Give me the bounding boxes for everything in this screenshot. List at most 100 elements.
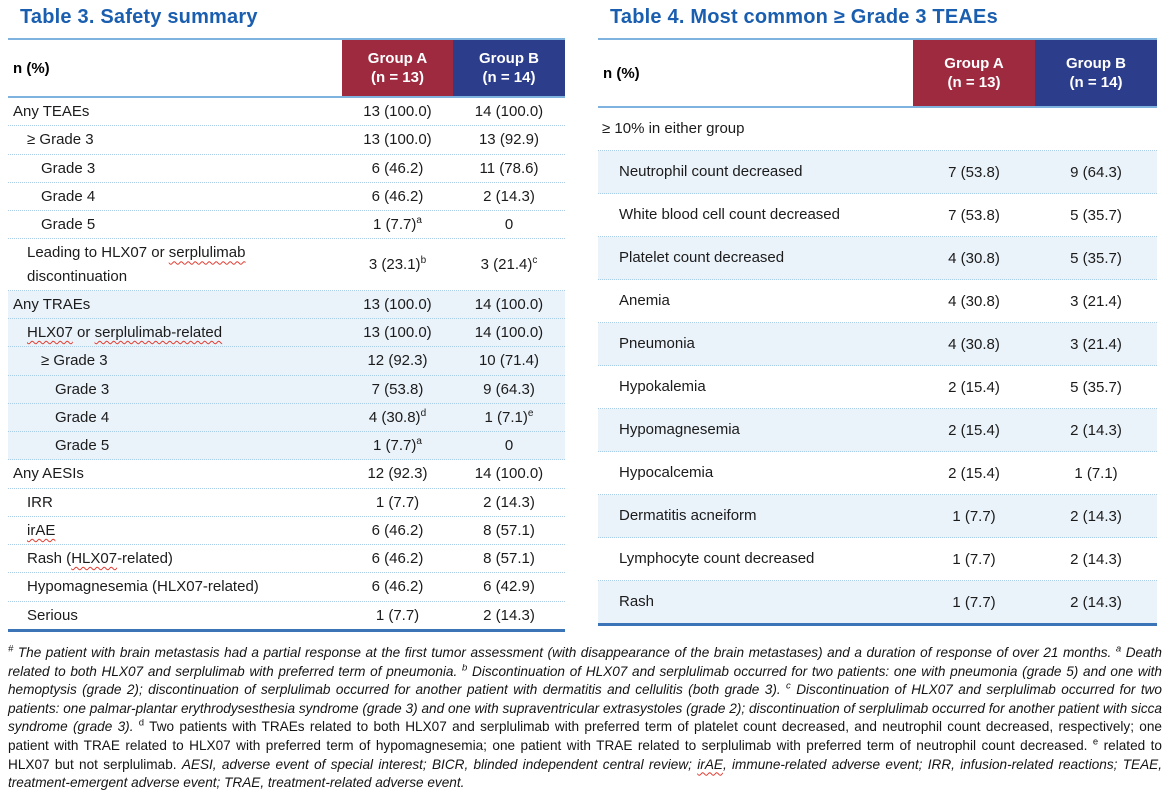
value-cell-group-b: 6 (42.9): [483, 578, 535, 596]
table-row: Grade 5 1 (7.7)a 0: [8, 211, 565, 240]
row-label: Grade 3: [41, 159, 96, 177]
table4-body: ≥ 10% in either group Neutrophil count de…: [598, 108, 1157, 626]
value-cell-group-a: 13 (100.0): [363, 295, 432, 313]
row-label: Anemia: [619, 292, 670, 310]
value-cell-group-b: 11 (78.6): [479, 159, 539, 177]
group-b-n: (n = 14): [482, 69, 536, 86]
value-cell-group-b: 9 (64.3): [483, 380, 535, 398]
value-cell-group-a: 6 (46.2): [371, 550, 424, 568]
value-cell-group-a: 7 (53.8): [948, 163, 1000, 181]
row-label: Grade 5: [41, 216, 96, 233]
group-b-name: Group B: [479, 49, 539, 67]
row-label: Grade 4: [55, 408, 110, 426]
value-cell-group-a: 7 (53.8): [371, 380, 424, 398]
table-row: Anemia 4 (30.8) 3 (21.4): [598, 280, 1157, 323]
table4-title: Table 4. Most common ≥ Grade 3 TEAEs: [610, 6, 998, 28]
value-cell-group-b: 3 (21.4): [1070, 292, 1122, 310]
value-cell-group-b: 1 (7.1)e: [484, 407, 534, 426]
value-cell-group-b: 14 (100.0): [474, 324, 544, 342]
footnote-text: , immune-related adverse event; IRR, inf…: [8, 756, 1162, 791]
footnote-text: Discontinuation of HLX07 and serplulimab…: [8, 682, 1162, 735]
row-label: Any AESIs: [13, 465, 84, 483]
table-row: Grade 5 1 (7.7)a 0: [8, 432, 565, 461]
grade3-teaes-panel: Table 4. Most common ≥ Grade 3 TEAEs n (…: [598, 0, 1157, 626]
value-cell-group-b: 2 (14.3): [483, 493, 535, 511]
row-label: ≥ Grade 3: [27, 131, 94, 149]
row-label: Any TRAEs: [13, 295, 91, 313]
value-cell-group-b: 8 (57.1): [483, 521, 535, 539]
footnote-text: The patient with brain metastasis had a …: [13, 645, 1116, 660]
table4-group-b-header: Group B (n = 14): [1035, 40, 1157, 106]
table-row: Platelet count decreased 4 (30.8) 5 (35.7): [598, 237, 1157, 280]
value-cell-group-a: 1 (7.7): [375, 493, 420, 511]
grade3-teaes-table: n (%) Group A (n = 13) Group B (n = 14) …: [598, 38, 1157, 626]
footnote-superscript: a: [1115, 643, 1122, 655]
value-cell-group-a: 1 (7.7)a: [373, 436, 422, 455]
table3-n-pct-header: n (%): [13, 59, 50, 77]
table4-n-pct-header: n (%): [603, 64, 640, 82]
value-cell-group-b: 2 (14.3): [1070, 593, 1122, 611]
row-label: Lymphocyte count decreased: [619, 550, 815, 568]
value-cell-group-a: 7 (53.8): [948, 206, 1000, 224]
value-cell-group-a: 12 (92.3): [367, 465, 428, 483]
table-row: ≥ Grade 3 12 (92.3) 10 (71.4): [8, 347, 565, 376]
safety-summary-panel: Table 3. Safety summary n (%) Group A (n…: [8, 0, 565, 632]
group-a-n: (n = 13): [371, 69, 424, 86]
value-cell-group-a: 1 (7.7)a: [373, 215, 422, 234]
value-cell-group-a: 6 (46.2): [371, 159, 424, 177]
safety-summary-table: n (%) Group A (n = 13) Group B (n = 14) …: [8, 38, 565, 632]
row-label: Dermatitis acneiform: [619, 507, 757, 525]
table3-body: Any TEAEs 13 (100.0) 14 (100.0) ≥ Grade 3 13…: [8, 98, 565, 632]
value-cell-group-b: 5 (35.7): [1070, 249, 1122, 267]
table-row: Grade 3 6 (46.2) 11 (78.6): [8, 155, 565, 183]
table3-group-a-header: Group A (n = 13): [342, 40, 453, 96]
table-row: Hypocalcemia 2 (15.4) 1 (7.1): [598, 452, 1157, 495]
value-cell-group-b: 10 (71.4): [478, 352, 540, 370]
table-row: Neutrophil count decreased 7 (53.8) 9 (64.…: [598, 151, 1157, 194]
value-cell-group-b: 13 (92.9): [478, 131, 540, 149]
table4-group-a-header: Group A (n = 13): [913, 40, 1035, 106]
value-cell-group-b: 5 (35.7): [1070, 378, 1122, 396]
table-row: ≥ Grade 3 13 (100.0) 13 (92.9): [8, 126, 565, 155]
table-row: HLX07 or serplulimab-related 13 (100.0) 14…: [8, 319, 565, 348]
footnote-superscript: #: [8, 643, 14, 655]
row-label: Hypocalcemia: [619, 464, 714, 482]
row-label: Hypomagnesemia (HLX07-related): [27, 578, 259, 596]
group-b-name: Group B: [1066, 54, 1126, 72]
row-label: Grade 3: [55, 380, 110, 398]
footnote-superscript: d: [138, 717, 145, 729]
row-label: ≥ Grade 3: [41, 352, 108, 370]
footnote-text: AESI, adverse event of special interest;…: [181, 756, 698, 772]
row-label: IRR: [27, 493, 53, 511]
row-label: irAE: [27, 521, 56, 539]
table3-group-b-header: Group B (n = 14): [453, 40, 565, 96]
table-row: Pneumonia 4 (30.8) 3 (21.4): [598, 323, 1157, 366]
row-label: Hypokalemia: [619, 378, 706, 396]
table-row: Any TRAEs 13 (100.0) 14 (100.0): [8, 290, 565, 319]
value-cell-group-a: 2 (15.4): [948, 378, 1000, 396]
value-cell-group-b: 2 (14.3): [1070, 550, 1122, 568]
table-row: Any TEAEs 13 (100.0) 14 (100.0): [8, 98, 565, 127]
value-cell-group-b: 2 (14.3): [483, 187, 535, 205]
row-label: ≥ 10% in either group: [602, 120, 745, 138]
table-row: Dermatitis acneiform 1 (7.7) 2 (14.3): [598, 495, 1157, 538]
footnote-superscript: c: [786, 680, 791, 692]
value-cell-group-a: 6 (46.2): [371, 578, 424, 596]
value-cell-group-b: 2 (14.3): [1070, 507, 1122, 525]
group-b-n: (n = 14): [1069, 74, 1123, 91]
table-row: Any AESIs 12 (92.3) 14 (100.0): [8, 460, 565, 489]
table4-header-row: n (%) Group A (n = 13) Group B (n = 14): [598, 40, 1157, 108]
value-cell-group-b: 0: [504, 216, 514, 234]
value-cell-group-a: 3 (23.1)b: [368, 255, 427, 274]
table-row: IRR 1 (7.7) 2 (14.3): [8, 489, 565, 517]
value-cell-group-a: 1 (7.7): [952, 550, 996, 568]
value-cell-group-b: 0: [504, 437, 514, 455]
value-cell-group-b: 14 (100.0): [474, 103, 544, 121]
row-label: Hypomagnesemia: [619, 421, 740, 439]
value-cell-group-b: 3 (21.4): [1070, 335, 1122, 353]
row-label: Leading to HLX07 or serplulimab disconti…: [27, 244, 246, 285]
value-cell-group-a: 4 (30.8): [948, 292, 1000, 310]
table-row: Hypomagnesemia (HLX07-related) 6 (46.2) 6 …: [8, 573, 565, 602]
footnote-superscript: b: [462, 662, 468, 674]
footnote: # The patient with brain metastasis had …: [8, 644, 1162, 793]
